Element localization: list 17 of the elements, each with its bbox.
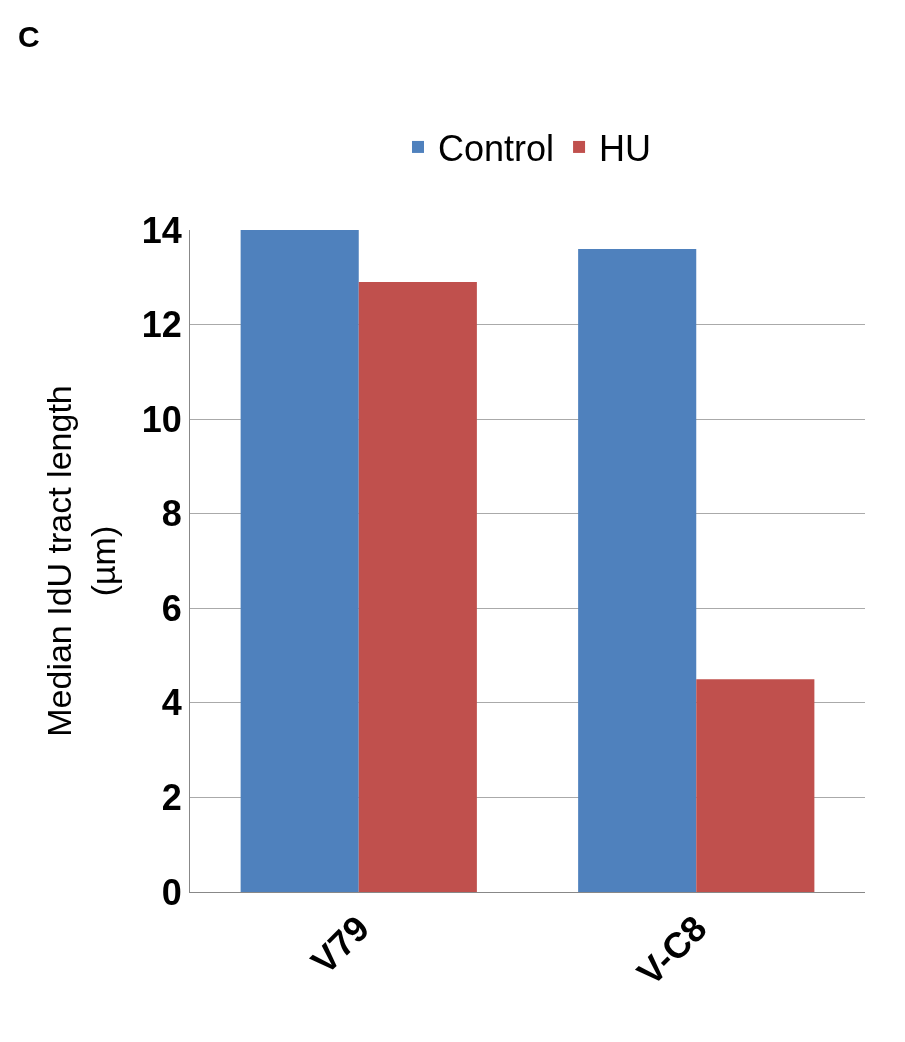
chart-title: C — [18, 20, 40, 54]
y-tick-label: 14 — [141, 209, 182, 251]
y-tick-label: 2 — [161, 777, 182, 819]
legend-label: Control — [438, 127, 555, 169]
x-tick-label: V79 — [302, 907, 378, 982]
y-tick-label: 4 — [161, 682, 182, 724]
bar — [696, 679, 815, 892]
y-tick-label: 6 — [161, 587, 182, 629]
y-tick-label: 0 — [161, 871, 182, 913]
bar — [578, 248, 697, 892]
y-tick-label: 10 — [141, 398, 182, 440]
y-tick-label: 8 — [161, 493, 182, 535]
y-axis-title: Median IdU tract length (µm) — [40, 385, 123, 737]
bar — [358, 282, 477, 892]
bar — [240, 230, 359, 892]
y-tick-label: 12 — [141, 304, 182, 346]
legend-label: HU — [599, 127, 652, 169]
